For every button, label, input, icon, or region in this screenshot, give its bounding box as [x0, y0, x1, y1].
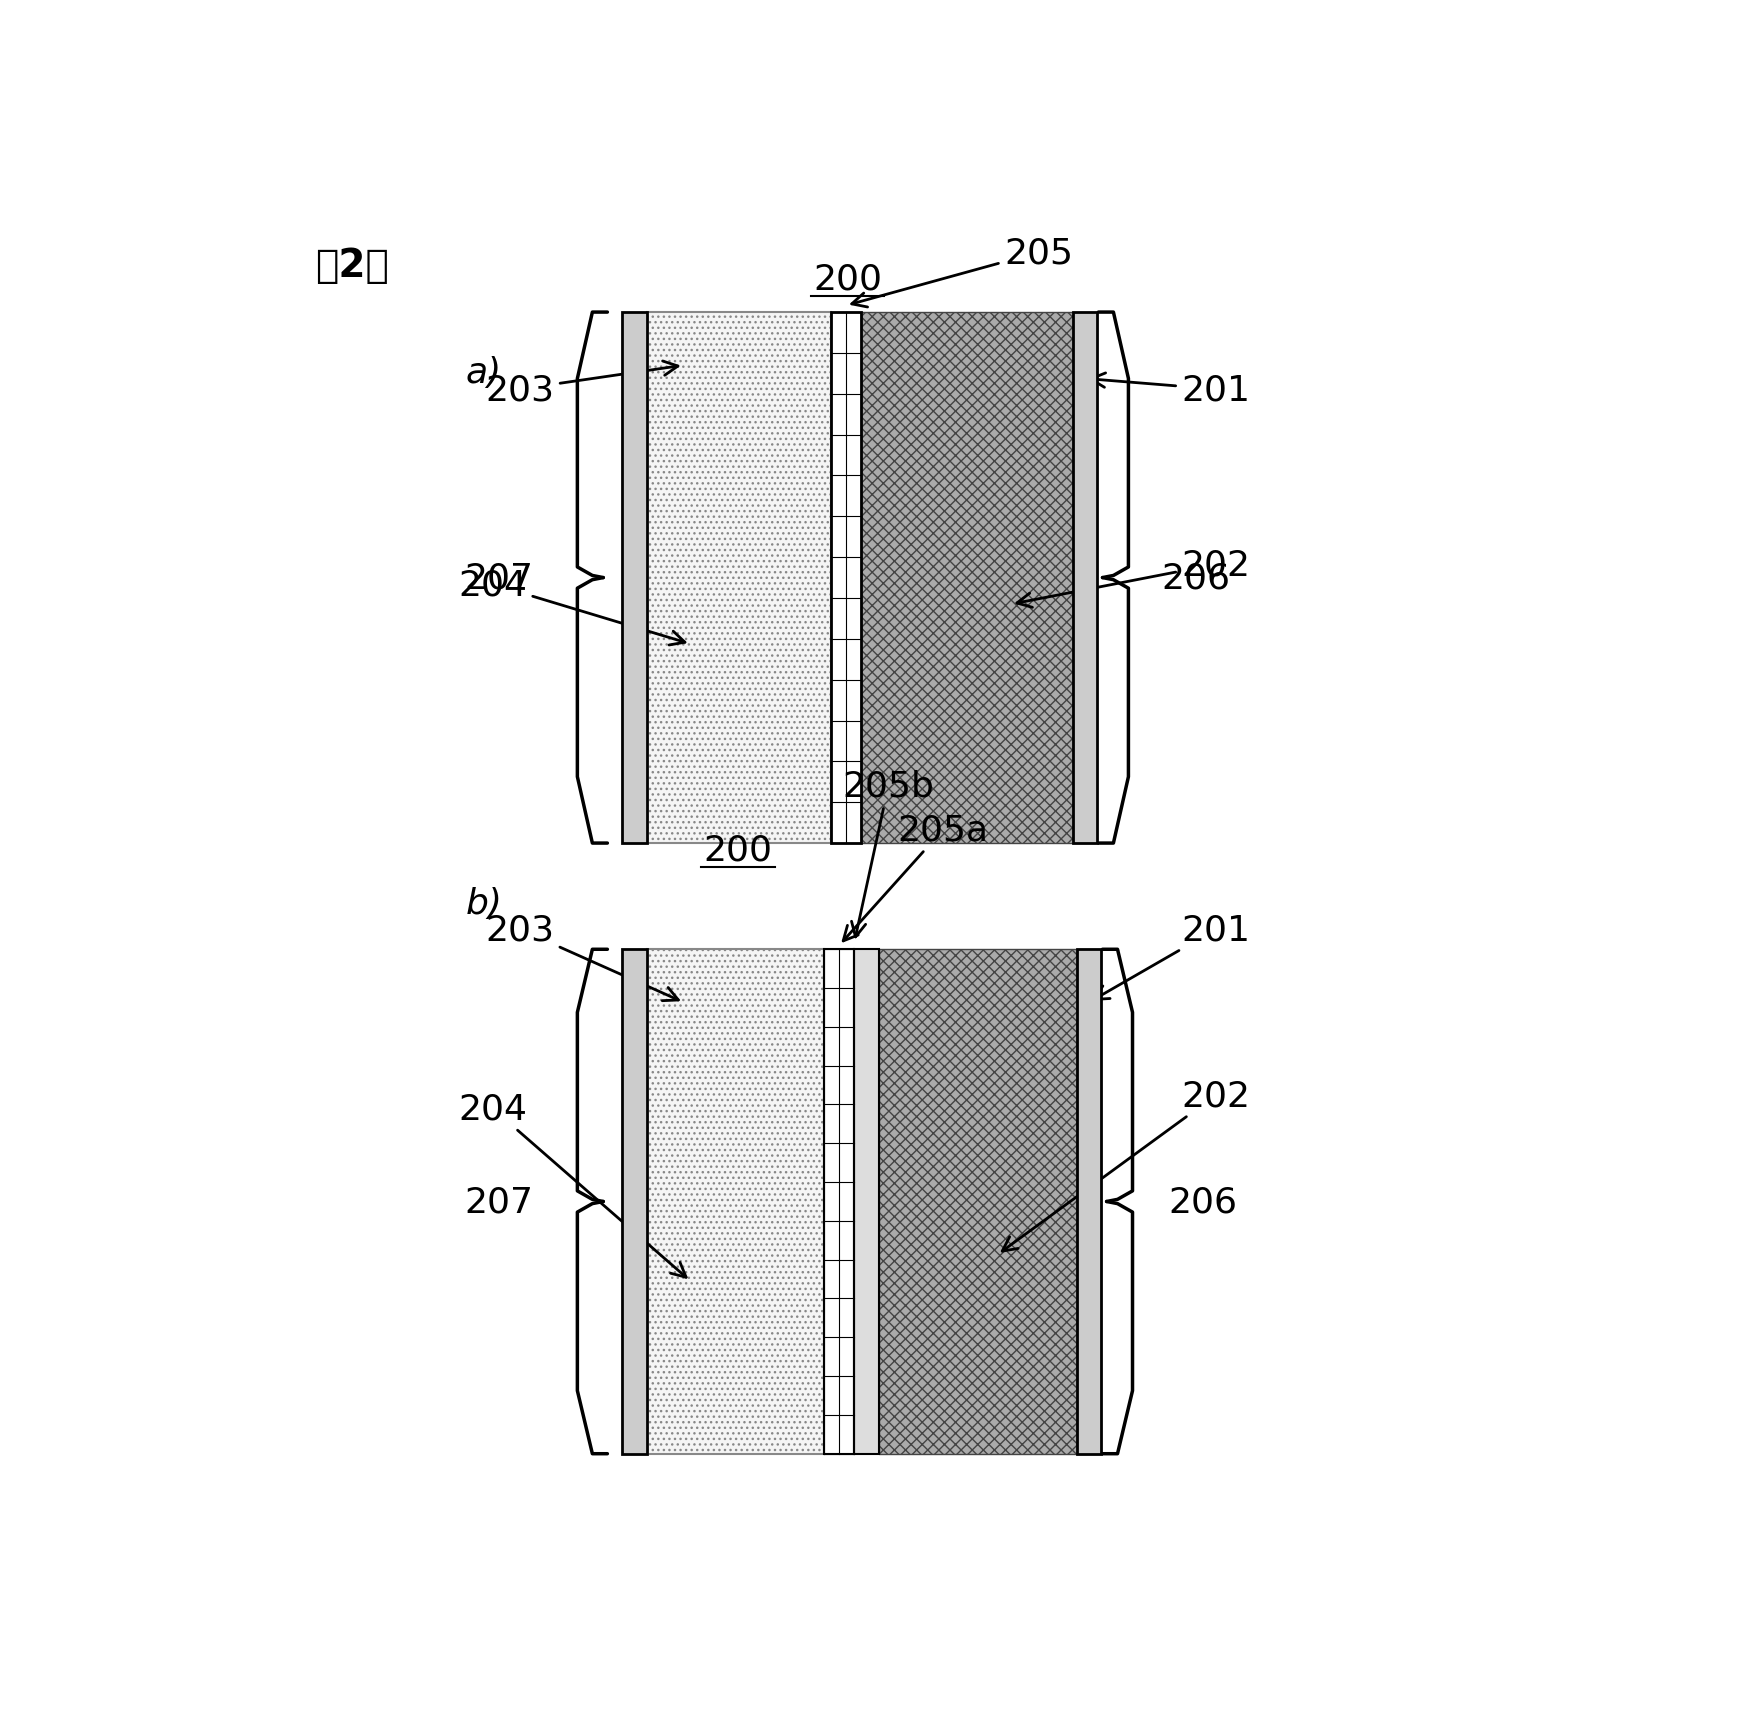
Text: 203: 203 [486, 913, 678, 1001]
Text: a): a) [466, 355, 502, 389]
Text: 206: 206 [1162, 562, 1230, 594]
Text: 201: 201 [1091, 372, 1250, 407]
Text: 204: 204 [458, 569, 685, 646]
Text: 202: 202 [1017, 548, 1250, 608]
Text: 200: 200 [704, 834, 773, 867]
Bar [824, 949, 854, 1454]
Bar [623, 314, 648, 844]
Text: 205a: 205a [843, 813, 989, 941]
Text: 207: 207 [465, 1185, 533, 1218]
Bar [1072, 314, 1096, 844]
Bar [831, 314, 861, 844]
Text: 206: 206 [1169, 1185, 1237, 1218]
Bar [623, 949, 648, 1454]
Text: 201: 201 [1095, 913, 1250, 999]
Text: 205: 205 [852, 236, 1074, 308]
Bar [648, 314, 831, 844]
Bar [861, 314, 1072, 844]
Bar [648, 949, 824, 1454]
Bar [878, 949, 1077, 1454]
Text: 205b: 205b [843, 770, 935, 937]
Text: 200: 200 [813, 262, 882, 296]
Text: b): b) [466, 886, 503, 920]
Bar [1077, 949, 1102, 1454]
Text: 図2】: 図2】 [315, 246, 389, 284]
Text: 203: 203 [486, 362, 678, 407]
Text: 204: 204 [458, 1092, 686, 1277]
Text: 202: 202 [1001, 1079, 1250, 1251]
Bar [854, 949, 878, 1454]
Text: 207: 207 [465, 562, 533, 594]
